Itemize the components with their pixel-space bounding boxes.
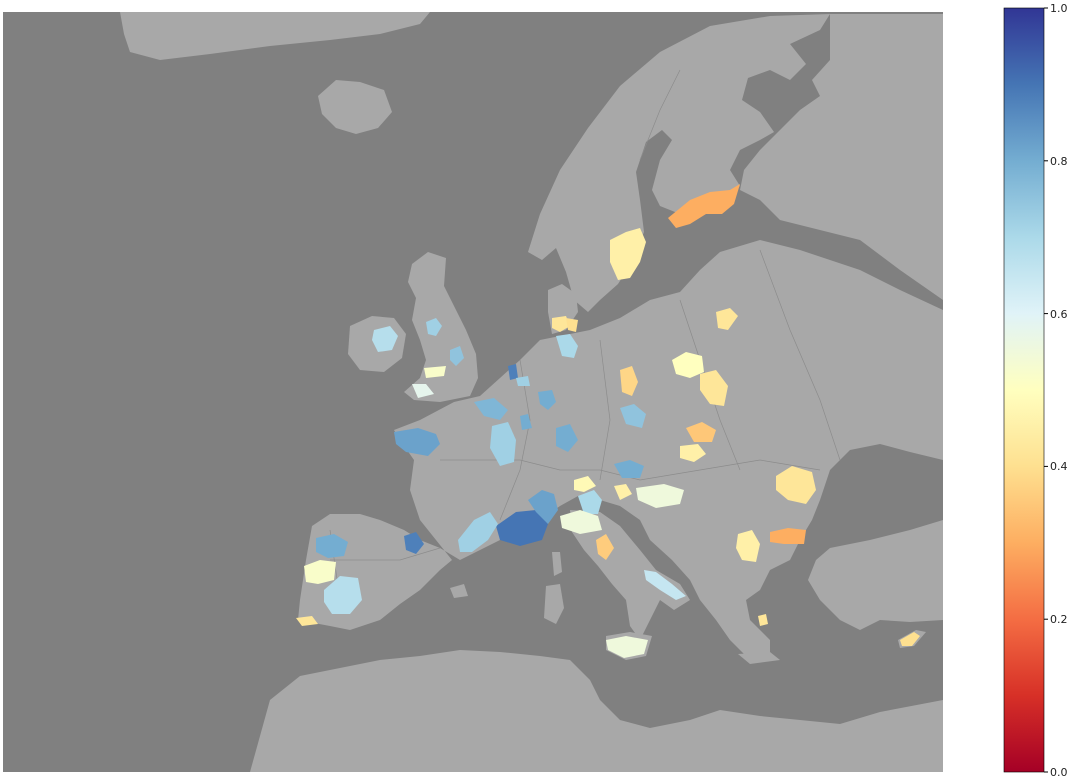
border-line — [499, 359, 531, 521]
france-south — [458, 512, 498, 552]
france-north — [520, 414, 532, 430]
iceland — [318, 80, 392, 134]
czechia — [620, 404, 646, 428]
continental-europe — [298, 240, 943, 660]
germany-north — [556, 334, 578, 358]
poland-north — [672, 352, 704, 378]
colorbar-tick-label: 0.8 — [1050, 155, 1068, 168]
france-east — [490, 422, 516, 466]
romania — [776, 466, 816, 504]
border-line — [330, 547, 441, 561]
land-masses — [120, 12, 943, 772]
france-southeast — [496, 510, 548, 546]
cyprus — [900, 632, 920, 646]
poland-east — [700, 370, 728, 406]
colorbar-tick-label: 0.0 — [1050, 766, 1068, 779]
poland-west — [620, 366, 638, 396]
crete — [738, 652, 780, 664]
france-brittany — [394, 428, 440, 456]
bulgaria — [770, 528, 806, 544]
austria — [614, 460, 644, 478]
hungary — [680, 444, 706, 462]
sardinia — [544, 584, 564, 624]
italy-tuscany — [596, 534, 614, 560]
sweden-south — [552, 316, 570, 332]
colorbar-tick-label: 0.6 — [1050, 308, 1068, 321]
north-africa — [250, 650, 943, 772]
sweden-central — [610, 228, 646, 280]
border-line — [639, 69, 681, 161]
colorbar: 0.0 0.2 0.4 0.6 0.8 1.0 — [1003, 2, 1068, 779]
sicily — [606, 636, 648, 658]
wales — [412, 384, 434, 398]
spain-north — [316, 534, 348, 558]
colorbar-tick-label: 0.4 — [1050, 460, 1068, 473]
germany-south — [556, 424, 578, 452]
colorbar-tick-label: 1.0 — [1050, 2, 1068, 15]
denmark-east — [566, 318, 578, 332]
slovakia — [686, 422, 716, 442]
colorbar-tick-label: 0.2 — [1050, 613, 1068, 626]
croatia — [636, 484, 684, 508]
france-alps — [528, 490, 558, 524]
netherlands — [508, 364, 518, 380]
greece-crete — [758, 614, 768, 626]
switzerland-east — [574, 476, 596, 492]
lithuania — [716, 308, 738, 330]
pyrenees — [404, 532, 424, 554]
scandinavia — [528, 14, 830, 312]
portugal-central — [304, 560, 336, 584]
italy-south — [644, 570, 686, 600]
greenland — [120, 12, 430, 60]
serbia — [736, 530, 760, 562]
scotland — [426, 318, 442, 336]
finland-east — [668, 184, 740, 228]
turkey — [808, 520, 943, 630]
ireland — [372, 326, 398, 352]
colorbar-ticks: 0.0 0.2 0.4 0.6 0.8 1.0 — [1044, 2, 1068, 779]
corsica — [552, 552, 562, 576]
balearics — [450, 584, 468, 598]
portugal-south — [296, 616, 318, 626]
map-area — [3, 12, 943, 772]
border-line — [759, 249, 841, 461]
colorbar-gradient — [1003, 7, 1045, 773]
england-east — [450, 346, 464, 366]
slovenia — [614, 484, 632, 500]
border-line — [440, 459, 821, 481]
england-midlands — [424, 366, 446, 378]
border-line — [599, 339, 611, 481]
spain-central — [324, 576, 362, 614]
belgium — [516, 376, 530, 386]
germany-west — [474, 398, 508, 420]
russia-north — [740, 14, 943, 300]
germany-central — [538, 390, 556, 410]
italy-po — [560, 510, 602, 534]
italy-north — [578, 490, 602, 514]
